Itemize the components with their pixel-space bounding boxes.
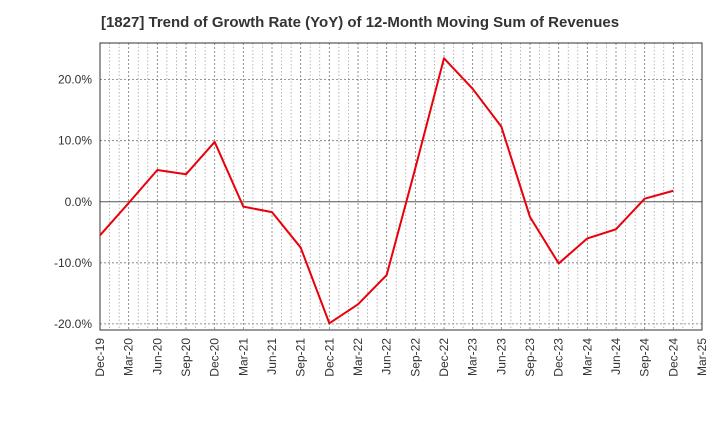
x-tick-label: Dec-21 <box>322 338 336 377</box>
x-tick-label: Jun-23 <box>494 338 508 375</box>
plot-area <box>100 43 702 330</box>
y-tick-label: 10.0% <box>58 134 92 148</box>
plot-frame <box>99 42 703 331</box>
y-tick-label: -10.0% <box>54 256 92 270</box>
series-layer <box>99 57 674 325</box>
x-tick-label: Mar-24 <box>580 338 594 376</box>
x-tick-label: Sep-23 <box>523 338 537 377</box>
x-tick-label: Mar-22 <box>351 338 365 376</box>
x-tick-label: Dec-20 <box>208 338 222 377</box>
x-tick-label: Dec-23 <box>552 338 566 377</box>
x-tick-label: Jun-21 <box>265 338 279 375</box>
x-tick-label: Dec-24 <box>666 338 680 377</box>
x-tick-label: Mar-20 <box>122 338 136 376</box>
axes-layer <box>99 42 703 331</box>
x-tick-label: Dec-22 <box>437 338 451 377</box>
x-tick-label: Jun-22 <box>380 338 394 375</box>
y-tick-label: 20.0% <box>58 73 92 87</box>
x-tick-label: Sep-20 <box>179 338 193 377</box>
grid-layer <box>99 43 703 330</box>
x-tick-label: Jun-20 <box>150 338 164 375</box>
tick-label-layer: 20.0% 10.0% 0.0% -10.0% -20.0%Dec-19 Mar-20 Ju… <box>54 73 709 377</box>
x-tick-label: Mar-25 <box>695 338 709 376</box>
x-tick-label: Sep-22 <box>408 338 422 377</box>
x-tick-label: Mar-21 <box>236 338 250 376</box>
chart-title: [1827] Trend of Growth Rate (YoY) of 12-… <box>100 14 620 31</box>
y-tick-label: -20.0% <box>54 317 92 331</box>
x-tick-label: Mar-23 <box>466 338 480 376</box>
x-tick-label: Dec-19 <box>93 338 107 377</box>
x-tick-label: Sep-21 <box>294 338 308 377</box>
x-tick-label: Sep-24 <box>638 338 652 377</box>
x-tick-label: Jun-24 <box>609 338 623 375</box>
y-tick-label: 0.0% <box>65 195 93 209</box>
